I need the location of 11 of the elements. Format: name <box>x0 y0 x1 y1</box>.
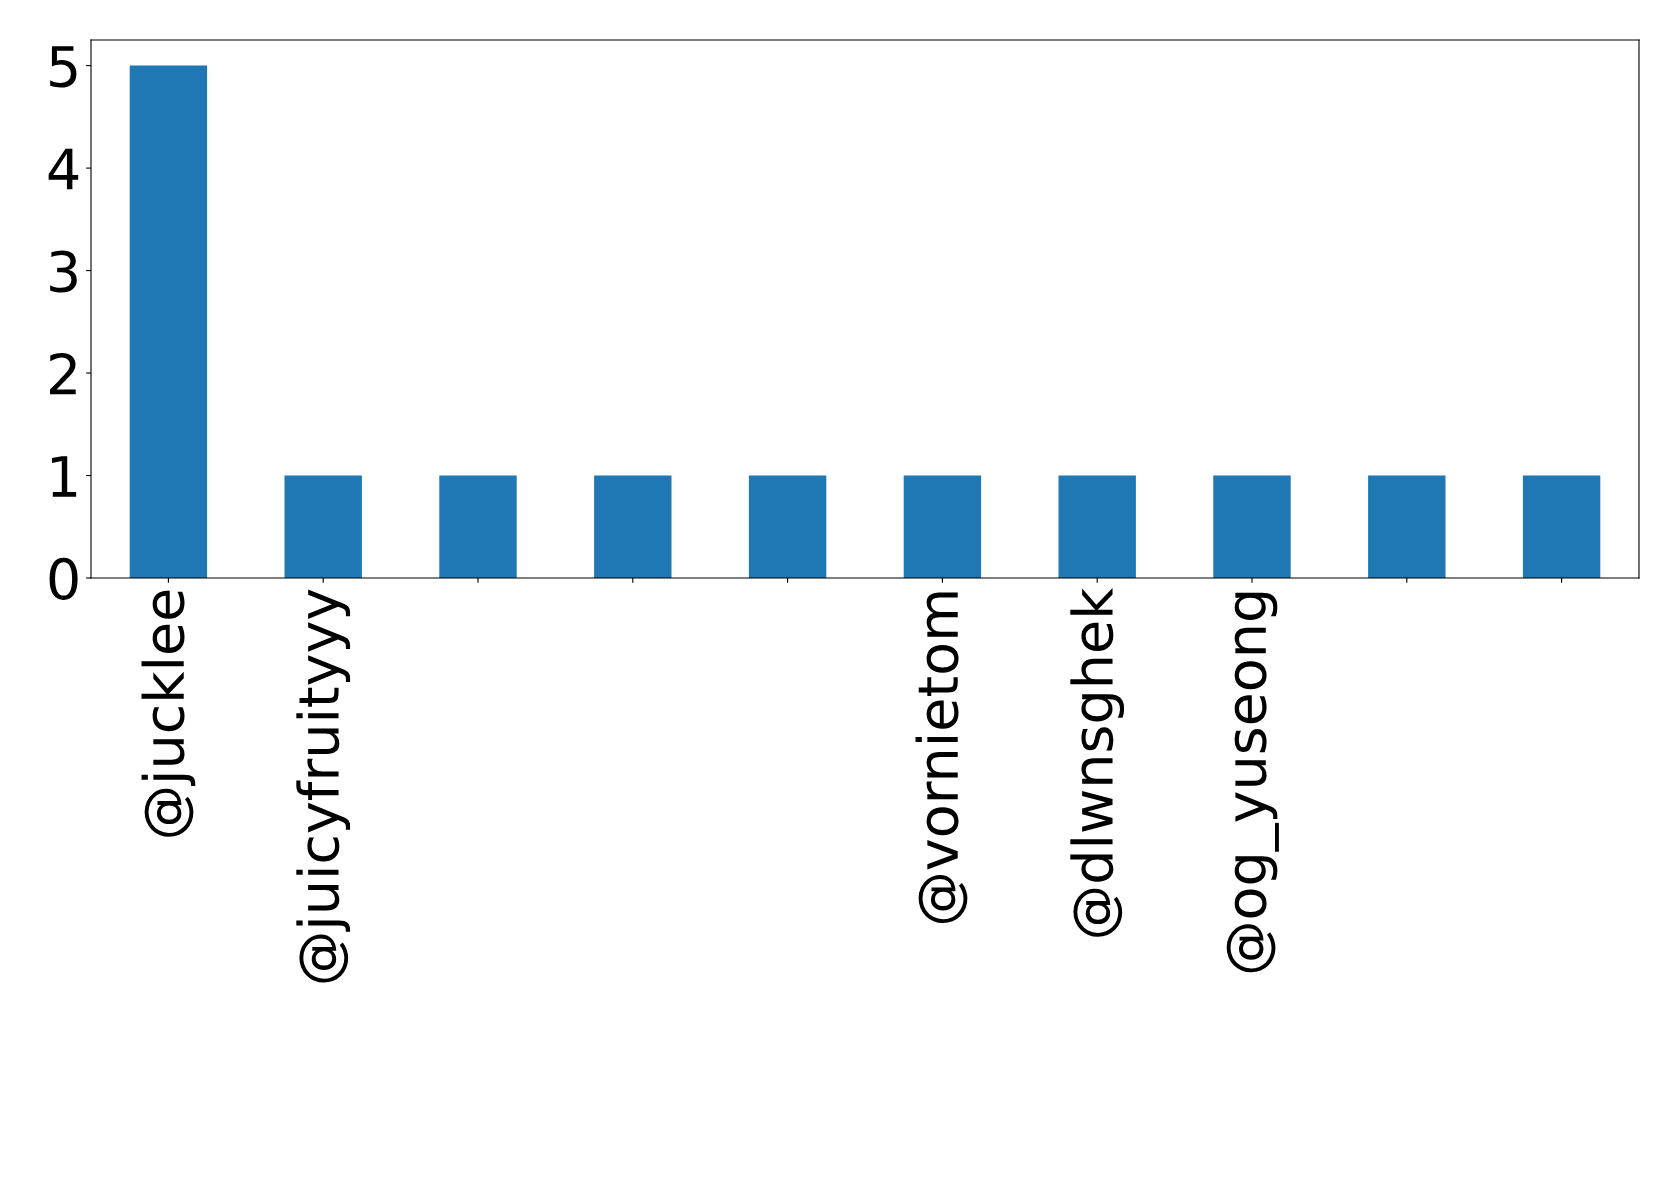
x-tick-label: @jucklee <box>141 590 196 837</box>
x-tick-label: @juicyfruityyy <box>296 589 351 983</box>
x-tick-label: @og_yuseong <box>1226 592 1279 973</box>
y-tick-label: 5 <box>50 46 77 88</box>
x-tick-label: @dlwnsghek <box>1070 587 1125 937</box>
y-tick-label: 0 <box>49 557 78 600</box>
y-tick-label: 1 <box>52 456 77 497</box>
y-tick-label: 2 <box>50 352 76 395</box>
y-tick-label: 4 <box>48 148 79 190</box>
x-tick-label: @vornietom <box>915 592 968 924</box>
y-tick-label: 3 <box>50 250 77 293</box>
